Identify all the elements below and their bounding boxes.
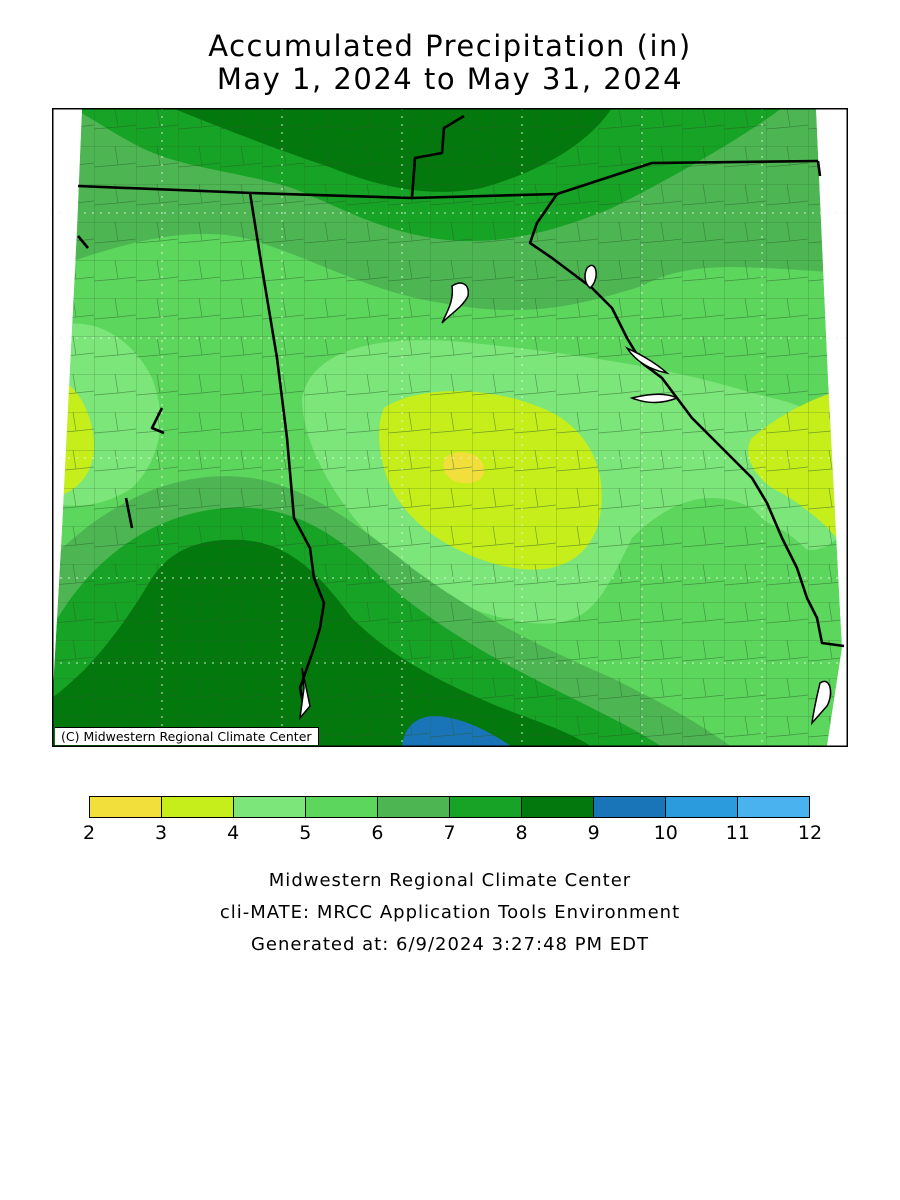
legend-tick-label: 8: [515, 822, 528, 844]
legend-swatch: [89, 796, 162, 818]
legend-swatch: [737, 796, 810, 818]
legend-tick-labels: 2 3 4 5 6 7 8 9 10 11 12: [83, 822, 822, 846]
color-legend: [89, 796, 810, 818]
legend-swatch: [377, 796, 450, 818]
legend-tick-label: 7: [443, 822, 456, 844]
legend-swatch: [593, 796, 666, 818]
legend-tick-label: 6: [371, 822, 384, 844]
legend-tick-label: 12: [797, 822, 823, 844]
legend-tick-label: 5: [299, 822, 312, 844]
footer-organization: Midwestern Regional Climate Center: [268, 870, 632, 891]
map-copyright: (C) Midwestern Regional Climate Center: [55, 727, 319, 745]
legend-swatch: [449, 796, 522, 818]
footer-generated-time: Generated at: 6/9/2024 3:27:48 PM EDT: [250, 934, 650, 955]
footer-tool-name: cli-MATE: MRCC Application Tools Environ…: [219, 902, 681, 923]
legend-swatch: [161, 796, 234, 818]
legend-tick-label: 3: [155, 822, 168, 844]
legend-tick-label: 9: [587, 822, 600, 844]
legend-tick-label: 10: [653, 822, 678, 844]
legend-swatch: [305, 796, 378, 818]
map-date-range: May 1, 2024 to May 31, 2024: [216, 62, 684, 96]
legend-swatch: [521, 796, 594, 818]
legend-tick-label: 4: [227, 822, 240, 844]
legend-swatch: [665, 796, 738, 818]
precip-contours: [52, 108, 842, 746]
precipitation-map: [52, 108, 848, 747]
legend-swatch: [233, 796, 306, 818]
lakes: [298, 264, 832, 726]
legend-tick-label: 11: [725, 822, 750, 844]
state-boundaries: [77, 114, 845, 709]
legend-tick-label: 2: [82, 822, 96, 844]
map-title: Accumulated Precipitation (in): [208, 29, 692, 63]
